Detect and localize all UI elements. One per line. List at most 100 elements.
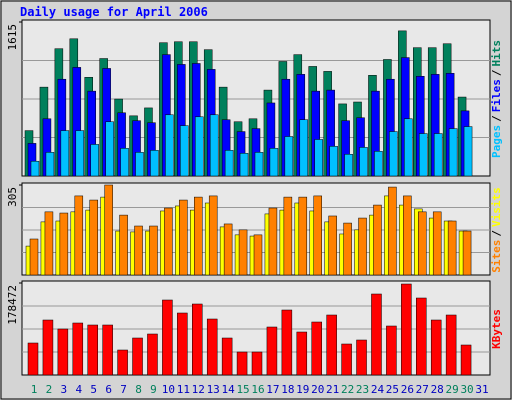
bar — [134, 225, 143, 276]
bar — [463, 126, 473, 177]
x-tick-label: 20 — [311, 383, 324, 396]
bar — [311, 321, 322, 376]
x-tick-label: 15 — [236, 383, 249, 396]
x-tick-label: 11 — [177, 383, 190, 396]
x-tick-label: 8 — [135, 383, 142, 396]
legend-separator: / — [490, 115, 503, 122]
legend-entry: Sites — [490, 240, 503, 273]
legend-entry: Files — [490, 79, 503, 112]
bar — [179, 199, 188, 276]
bar — [343, 222, 352, 276]
bar — [284, 136, 294, 177]
x-tick-label: 30 — [460, 383, 473, 396]
bar — [268, 207, 278, 276]
bar — [447, 220, 457, 276]
bar — [433, 133, 443, 177]
bar — [266, 326, 278, 376]
bar — [341, 343, 352, 376]
bar — [448, 128, 458, 177]
bar — [328, 215, 337, 276]
bar — [74, 195, 84, 276]
bar — [430, 319, 442, 376]
bar — [254, 152, 264, 177]
x-tick-label: 23 — [356, 383, 369, 396]
bar — [147, 333, 158, 376]
legend-entry: KBytes — [490, 309, 503, 349]
bar — [329, 146, 338, 177]
bar — [150, 150, 159, 177]
bar — [281, 309, 293, 376]
bar — [223, 223, 233, 276]
bar — [177, 312, 188, 376]
bar — [72, 322, 84, 376]
bar — [105, 121, 114, 177]
bar — [57, 328, 69, 376]
bar — [180, 125, 189, 177]
bar — [419, 133, 428, 177]
bar — [373, 204, 382, 276]
bar — [59, 212, 69, 276]
legend: Pages / Files / Hits — [490, 40, 503, 158]
bar — [132, 337, 143, 376]
bar — [418, 211, 427, 276]
x-tick-label: 10 — [162, 383, 175, 396]
bar — [102, 324, 113, 376]
bar — [44, 211, 54, 276]
bar — [416, 297, 427, 376]
bar — [221, 337, 233, 376]
y-tick-label: 1615 — [6, 24, 19, 51]
bar — [104, 184, 113, 276]
legend: Sites / Visits — [490, 187, 503, 273]
x-tick-label: 29 — [446, 383, 459, 396]
legend-entry: Visits — [490, 187, 503, 227]
bar — [87, 324, 98, 376]
bar — [374, 151, 383, 177]
bar — [30, 160, 40, 177]
y-tick-label: 305 — [6, 187, 19, 207]
x-tick-label: 1 — [31, 383, 38, 396]
bar — [298, 196, 308, 276]
legend: KBytes — [490, 309, 503, 349]
bar — [359, 147, 368, 177]
x-tick-label: 12 — [192, 383, 205, 396]
bar — [149, 225, 158, 276]
bar — [314, 139, 323, 177]
bar — [90, 144, 99, 177]
bar — [283, 196, 293, 276]
bar — [251, 351, 263, 376]
bar — [29, 238, 39, 276]
bar — [60, 130, 70, 177]
x-tick-label: 14 — [222, 383, 236, 396]
bar — [388, 186, 397, 276]
x-tick-label: 22 — [341, 383, 354, 396]
bar — [386, 325, 397, 376]
x-tick-label: 31 — [475, 383, 488, 396]
bar — [75, 130, 85, 177]
legend-entry: Hits — [490, 40, 503, 67]
bar — [135, 152, 144, 177]
bar — [403, 195, 412, 276]
x-tick-label: 17 — [266, 383, 279, 396]
bar — [208, 195, 218, 276]
bar — [432, 211, 442, 276]
bar — [460, 344, 472, 376]
bar — [42, 319, 54, 376]
bar — [253, 234, 263, 276]
x-tick-label: 28 — [431, 383, 444, 396]
legend-separator: / — [490, 69, 503, 76]
x-tick-label: 5 — [90, 383, 97, 396]
bar — [194, 196, 203, 276]
bar — [344, 154, 353, 177]
bar — [119, 214, 128, 276]
bar — [299, 119, 309, 177]
x-tick-label: 26 — [401, 383, 414, 396]
bar — [404, 118, 413, 177]
x-tick-label: 3 — [61, 383, 68, 396]
x-tick-label: 27 — [416, 383, 429, 396]
x-tick-label: 25 — [386, 383, 399, 396]
legend-entry: Pages — [490, 125, 503, 158]
x-tick-label: 9 — [150, 383, 157, 396]
x-tick-label: 4 — [75, 383, 82, 396]
